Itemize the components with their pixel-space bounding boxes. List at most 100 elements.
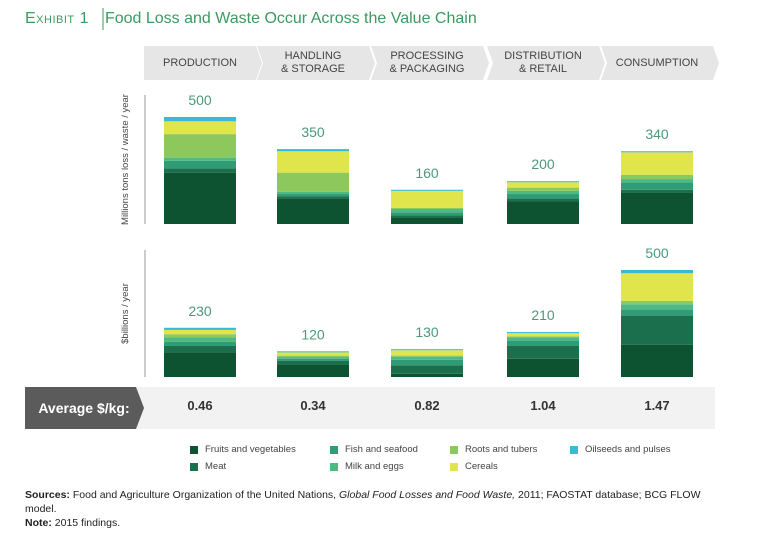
- stage-label: CONSUMPTION: [615, 56, 699, 69]
- bar-segment: Roots and tubers: [164, 134, 236, 158]
- bar-segment: Milk and eggs: [391, 356, 463, 360]
- bar-segment: Oilseeds and pulses: [507, 181, 579, 183]
- sources: Sources: Food and Agriculture Organizati…: [25, 488, 725, 530]
- bar-segment: Fruits and vegetables: [164, 352, 236, 377]
- average-value: 0.46: [187, 398, 213, 413]
- sources-text: 2011; FAOSTAT database; BCG FLOW model.: [25, 489, 701, 515]
- bar-segment: Meat: [277, 196, 349, 199]
- legend-label: Fish and seafood: [345, 444, 418, 455]
- bar-segment: Cereals: [621, 273, 693, 302]
- legend-item: Roots and tubers: [450, 444, 537, 455]
- legend-item: Meat: [190, 461, 226, 472]
- bar-segment: Cereals: [391, 350, 463, 356]
- average-label-box: [25, 387, 144, 429]
- stage-box: [144, 46, 262, 80]
- bar-segment: Meat: [277, 360, 349, 365]
- bar-segment: Cereals: [507, 182, 579, 188]
- legend-label: Cereals: [465, 461, 498, 472]
- bar-segment: Meat: [391, 215, 463, 218]
- bar-segment: Fish and seafood: [507, 194, 579, 199]
- total-label: 200: [531, 156, 555, 172]
- average-value: 0.34: [300, 398, 326, 413]
- legend-item: Fruits and vegetables: [190, 444, 296, 455]
- bar-segment: Cereals: [277, 352, 349, 356]
- y-axis-label: $billions / year: [120, 283, 131, 344]
- stage-box: [487, 46, 605, 80]
- bar-segment: Cereals: [164, 329, 236, 335]
- bar-segment: Oilseeds and pulses: [507, 332, 579, 334]
- legend-label: Milk and eggs: [345, 461, 404, 472]
- bar-segment: Oilseeds and pulses: [164, 327, 236, 330]
- bar-segment: Fish and seafood: [164, 160, 236, 169]
- total-label: 130: [415, 324, 439, 340]
- bar-segment: Oilseeds and pulses: [621, 270, 693, 274]
- bar-segment: Fruits and vegetables: [391, 217, 463, 224]
- bar-segment: Cereals: [507, 333, 579, 337]
- bar-segment: Fish and seafood: [277, 194, 349, 197]
- bar-segment: Roots and tubers: [277, 172, 349, 192]
- stage-box: [257, 46, 375, 80]
- total-label: 120: [301, 326, 325, 342]
- legend-label: Oilseeds and pulses: [585, 444, 671, 455]
- sources-text: Food and Agriculture Organization of the…: [72, 489, 340, 501]
- bar-segment: Milk and eggs: [277, 191, 349, 195]
- legend-swatch: [190, 462, 198, 471]
- bar-segment: Fruits and vegetables: [621, 192, 693, 224]
- bar-segment: Milk and eggs: [391, 209, 463, 213]
- bar-segment: Meat: [621, 189, 693, 193]
- legend-item: Cereals: [450, 461, 498, 472]
- note-label: Note:: [25, 517, 52, 529]
- bar-segment: Roots and tubers: [621, 301, 693, 305]
- bar-segment: Cereals: [621, 152, 693, 175]
- stage-label: PRODUCTION: [163, 56, 237, 69]
- stage-label: PROCESSING & PACKAGING: [389, 50, 465, 75]
- bar-segment: Fruits and vegetables: [277, 364, 349, 377]
- legend-item: Fish and seafood: [330, 444, 418, 455]
- stage-label: DISTRIBUTION & RETAIL: [504, 50, 582, 75]
- average-value: 0.82: [414, 398, 440, 413]
- legend-swatch: [450, 445, 458, 454]
- bar-segment: Oilseeds and pulses: [621, 151, 693, 153]
- legend-item: Oilseeds and pulses: [570, 444, 671, 455]
- bar-segment: Fish and seafood: [277, 358, 349, 361]
- bar-segment: Milk and eggs: [621, 304, 693, 310]
- bar-segment: Roots and tubers: [164, 334, 236, 338]
- bar-segment: Meat: [507, 345, 579, 359]
- total-label: 230: [188, 303, 212, 319]
- bar-segment: Cereals: [391, 190, 463, 208]
- bar-segment: Roots and tubers: [391, 207, 463, 210]
- y-axis-label: Millions tons loss / waste / year: [120, 94, 131, 225]
- legend-swatch: [330, 462, 338, 471]
- bar-segment: Roots and tubers: [507, 336, 579, 338]
- title: Exhibit 1 Food Loss and Waste Occur Acros…: [25, 10, 477, 28]
- bar-segment: Fish and seafood: [621, 182, 693, 190]
- legend-label: Fruits and vegetables: [205, 444, 296, 455]
- bar-segment: Fruits and vegetables: [164, 172, 236, 224]
- bar-segment: Cereals: [277, 151, 349, 173]
- note-text: 2015 findings.: [54, 517, 121, 529]
- bar-segment: Oilseeds and pulses: [277, 149, 349, 152]
- bar-segment: Milk and eggs: [621, 179, 693, 183]
- bar-segment: Oilseeds and pulses: [164, 117, 236, 122]
- average-label: Average $/kg:: [38, 400, 129, 416]
- legend-swatch: [330, 445, 338, 454]
- bar-segment: Milk and eggs: [507, 190, 579, 195]
- legend-swatch: [190, 445, 198, 454]
- bar-segment: Fruits and vegetables: [621, 344, 693, 377]
- bar-segment: Roots and tubers: [277, 355, 349, 357]
- bar-segment: Cereals: [164, 121, 236, 135]
- bar-segment: Meat: [507, 198, 579, 202]
- average-value: 1.47: [644, 398, 670, 413]
- bar-segment: Fish and seafood: [164, 341, 236, 346]
- bar-segment: Milk and eggs: [164, 157, 236, 161]
- average-value: 1.04: [530, 398, 556, 413]
- bar-segment: Milk and eggs: [277, 356, 349, 359]
- bar-segment: Roots and tubers: [391, 355, 463, 357]
- bar-segment: Fish and seafood: [391, 212, 463, 216]
- total-label: 500: [188, 92, 212, 108]
- total-label: 160: [415, 165, 439, 181]
- bar-segment: Fish and seafood: [621, 309, 693, 317]
- bar-segment: Meat: [621, 316, 693, 345]
